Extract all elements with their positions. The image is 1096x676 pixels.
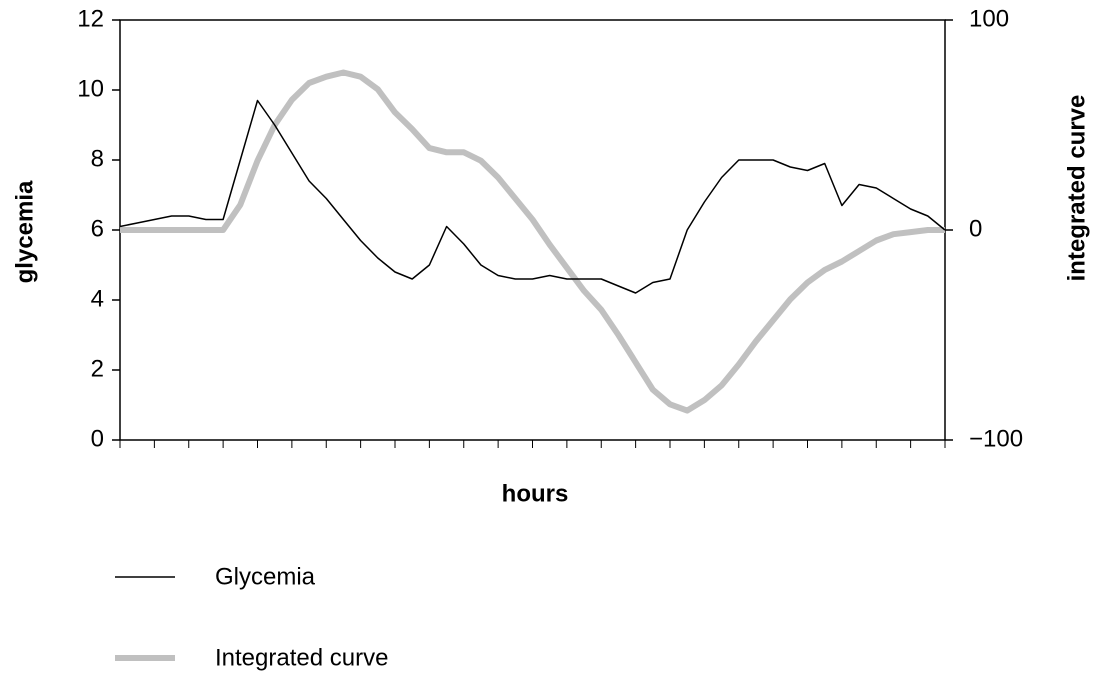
y2-tick-label: −100 [969,425,1023,452]
y-tick-label: 0 [91,425,104,452]
y2-tick-label: 100 [969,5,1009,32]
y-tick-label: 2 [91,355,104,382]
series-line [120,69,945,414]
y-tick-label: 4 [91,285,104,312]
y-tick-label: 10 [77,75,104,102]
x-axis-title: hours [502,480,569,507]
y-tick-label: 6 [91,215,104,242]
series-line [119,99,946,294]
y2-axis-title: integrated curve [1063,95,1090,282]
legend-label: Integrated curve [215,644,388,671]
plot-frame [119,19,946,441]
y-axis-title: glycemia [11,180,38,283]
y-tick-label: 12 [77,5,104,32]
legend-label: Glycemia [215,563,316,590]
y-tick-label: 8 [91,145,104,172]
y2-tick-label: 0 [969,215,982,242]
